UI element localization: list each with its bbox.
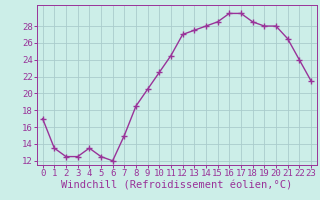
X-axis label: Windchill (Refroidissement éolien,°C): Windchill (Refroidissement éolien,°C) — [61, 181, 292, 191]
